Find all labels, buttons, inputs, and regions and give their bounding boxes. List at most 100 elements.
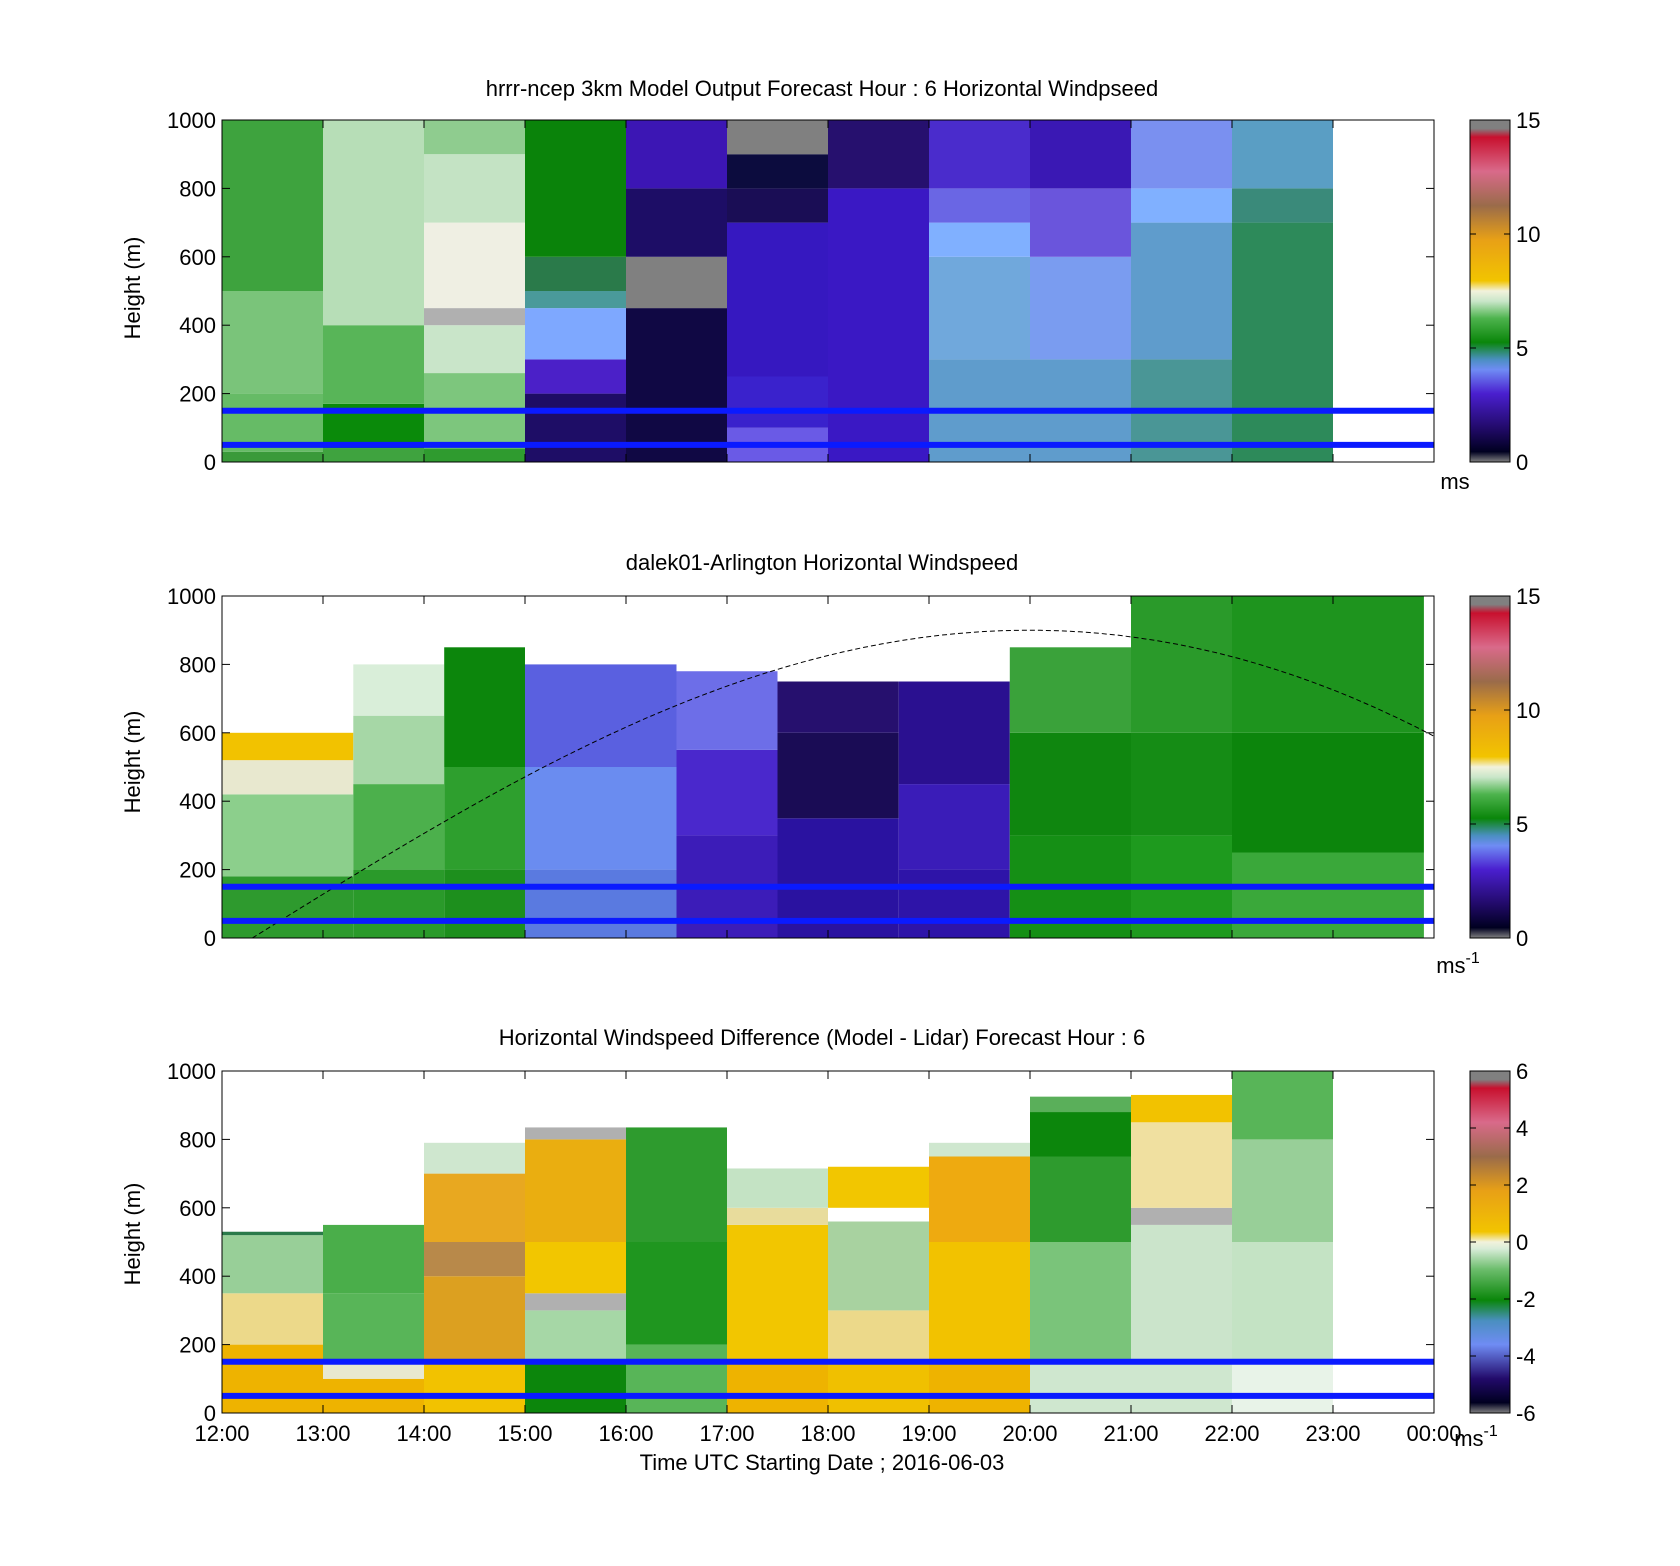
heatmap-cell	[323, 1224, 424, 1294]
colorbar-tick-label: 0	[1516, 450, 1528, 475]
heatmap-cell	[1131, 1122, 1232, 1208]
heatmap-cell	[222, 291, 323, 394]
heatmap-cell	[424, 308, 525, 326]
y-tick-label: 400	[179, 1264, 216, 1289]
x-tick-label: 12:00	[194, 1421, 249, 1446]
heatmap-cell	[1232, 1242, 1333, 1362]
heatmap-cell	[1131, 596, 1232, 733]
heatmap-cell	[929, 1361, 1030, 1413]
heatmap-cell	[626, 308, 727, 462]
heatmap-cell	[727, 154, 828, 189]
heatmap-cell	[525, 308, 626, 360]
colorbar-tick-label: -4	[1516, 1344, 1536, 1369]
heatmap-cell	[323, 1361, 424, 1379]
heatmap-cell	[1131, 732, 1232, 836]
heatmap-cell	[626, 1127, 727, 1242]
heatmap-plot: 0 200 400 600 800 1000	[167, 1059, 1435, 1426]
heatmap-cell	[898, 681, 1010, 785]
heatmap-cell	[929, 222, 1030, 257]
colorbar-tick-label: 15	[1516, 584, 1540, 609]
heatmap-cell	[898, 784, 1010, 870]
heatmap-cell	[727, 1224, 828, 1362]
panel-difference: Horizontal Windspeed Difference (Model -…	[120, 1025, 1536, 1451]
heatmap-cell	[1030, 1156, 1131, 1242]
heatmap-cell	[525, 1310, 626, 1362]
x-tick-label: 16:00	[598, 1421, 653, 1446]
heatmap-cell	[525, 1242, 626, 1294]
heatmap-cell	[828, 1166, 929, 1208]
heatmap-cell	[929, 188, 1030, 223]
heatmap-cell	[525, 767, 677, 870]
heatmap-cell	[222, 732, 354, 761]
colorbar-tick-label: 15	[1516, 108, 1540, 133]
heatmap-cell	[1030, 1242, 1131, 1362]
colorbar: -6 -4 -2 0 2 4 6	[1469, 1059, 1536, 1426]
heatmap-cell	[525, 120, 626, 257]
heatmap-cell	[525, 1361, 626, 1413]
heatmap-cell	[1131, 1207, 1232, 1225]
y-tick-label: 0	[204, 926, 216, 951]
heatmap-cell	[1131, 188, 1232, 223]
heatmap-cell	[727, 1207, 828, 1225]
heatmap-cell	[424, 1242, 525, 1277]
panel-lidar-windspeed: dalek01-Arlington Horizontal Windspeed H…	[120, 550, 1540, 978]
colorbar-tick-label: 6	[1516, 1059, 1528, 1084]
heatmap-cell	[323, 1293, 424, 1362]
heatmap-cell	[1131, 1224, 1232, 1362]
heatmap-cell	[626, 1242, 727, 1345]
heatmap-plot: 0 200 400 600 800 1000	[167, 584, 1435, 951]
colorbar-tick-label: 0	[1516, 926, 1528, 951]
y-axis-label: Height (m)	[120, 711, 145, 814]
heatmap-cell	[828, 1207, 929, 1222]
heatmap-cell	[353, 664, 445, 716]
heatmap-cell	[222, 1344, 323, 1413]
heatmap-cell	[828, 188, 929, 462]
panel-model-windspeed: hrrr-ncep 3km Model Output Forecast Hour…	[120, 76, 1540, 494]
y-axis-label: Height (m)	[120, 237, 145, 340]
colorbar-gradient	[1469, 1070, 1511, 1414]
heatmap-cell	[626, 256, 727, 309]
heatmap-cell	[626, 188, 727, 257]
y-tick-label: 200	[179, 858, 216, 883]
heatmap-cell	[444, 869, 525, 938]
heatmap-cell	[424, 222, 525, 309]
heatmap-cell	[1232, 596, 1424, 733]
heatmap-cell	[1030, 1096, 1131, 1113]
heatmap-cell	[444, 767, 525, 870]
colorbar-tick-label: 10	[1516, 698, 1540, 723]
heatmap-cell	[525, 393, 626, 462]
heatmap-cell	[353, 869, 445, 938]
heatmap-cell	[626, 120, 727, 189]
heatmap-cell	[828, 120, 929, 189]
y-tick-label: 600	[179, 721, 216, 746]
y-tick-label: 200	[179, 1333, 216, 1358]
dashed-curve	[252, 629, 1435, 939]
heatmap-cell	[525, 664, 677, 767]
heatmap-cell	[929, 1142, 1030, 1157]
heatmap-cell	[424, 1173, 525, 1242]
colorbar-tick-label: 4	[1516, 1116, 1528, 1141]
heatmap-cell	[222, 1235, 323, 1294]
heatmap-cell	[1030, 1112, 1131, 1157]
x-tick-label: 23:00	[1305, 1421, 1360, 1446]
x-tick-label: 00:00	[1406, 1421, 1461, 1446]
heatmap-cell	[727, 188, 828, 223]
heatmap-cell	[525, 1293, 626, 1311]
colorbar-unit: ms-1	[1436, 950, 1480, 978]
x-tick-label: 17:00	[699, 1421, 754, 1446]
y-tick-label: 1000	[167, 108, 216, 133]
y-tick-label: 400	[179, 313, 216, 338]
heatmap-cell	[777, 681, 899, 733]
heatmap-cell	[1232, 732, 1424, 853]
colorbar-tick-label: -6	[1516, 1401, 1536, 1426]
x-tick-label: 21:00	[1103, 1421, 1158, 1446]
heatmap-cell	[525, 1127, 626, 1140]
heatmap-cell	[828, 1310, 929, 1362]
heatmap-cell	[727, 1168, 828, 1208]
heatmap-cell	[929, 1156, 1030, 1242]
heatmap-cell	[1131, 120, 1232, 189]
heatmap-cell	[929, 120, 1030, 189]
heatmap-cell	[1030, 188, 1131, 257]
heatmap-cell	[676, 671, 778, 750]
heatmap-cell	[424, 1276, 525, 1362]
